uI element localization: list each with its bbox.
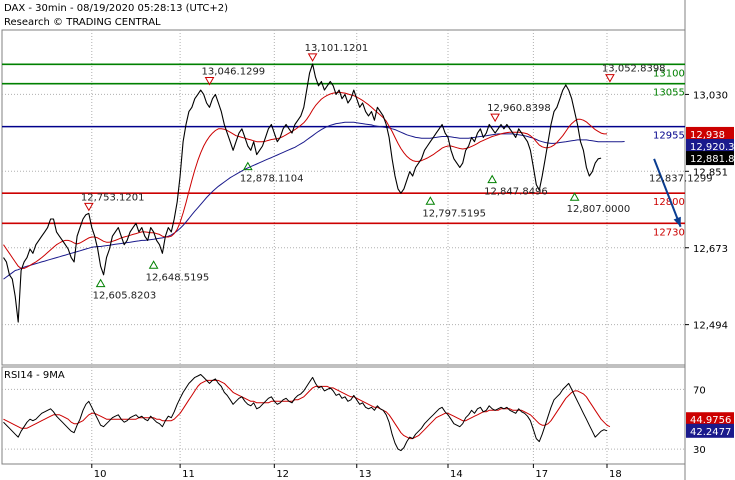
level-label-13055: 13055 [653, 88, 685, 99]
price-tick-label: 12,494 [693, 321, 728, 332]
price-tag-2-text: 12,881.8 [690, 154, 735, 165]
annotation-label: 12,960.8398 [487, 103, 551, 114]
annotation-label: 12,837.1299 [649, 173, 713, 184]
x-tick-label: 13 [359, 469, 372, 480]
price-tick-label: 13,030 [693, 90, 728, 101]
level-lines: 13100 13055 12955 12800 12730 [2, 63, 685, 238]
rsi-tag-0-bg [686, 412, 734, 427]
peak-marker [307, 53, 318, 62]
annotations: 13,046.1299 13,101.1201 13,052.8398 12,960.… [81, 43, 713, 302]
price-tag-2: 12,881.8 [686, 151, 735, 166]
peak-marker [605, 74, 615, 83]
annotation-label: 12,648.5195 [146, 272, 210, 283]
price-tag-2-bg [686, 151, 734, 166]
rsi-tag-1: 42.2477 [686, 423, 734, 438]
rsi-title: RSI14 - 9MA [4, 370, 65, 381]
x-tick-label: 14 [450, 469, 463, 480]
level-label-12800: 12800 [653, 197, 685, 208]
x-tick-label: 18 [609, 469, 622, 480]
price-tag-0-text: 12,938 [690, 130, 725, 141]
annotation-label: 12,605.8203 [93, 291, 157, 302]
rsi-tag-0: 44.9756 [686, 412, 734, 427]
rsi-tick-label: 30 [693, 445, 706, 456]
rsi-line [3, 374, 608, 452]
rsi-tag-0-text: 44.9756 [690, 415, 731, 426]
price-tag-1-bg [686, 138, 734, 153]
annotation-label: 13,052.8398 [602, 64, 666, 75]
level-label-12955: 12955 [653, 131, 685, 142]
trough-marker [487, 174, 498, 184]
x-tick-label: 12 [276, 469, 289, 480]
level-label-12730: 12730 [653, 227, 685, 238]
annotation-label: 13,046.1299 [202, 66, 266, 77]
annotation-label: 13,101.1201 [305, 43, 369, 54]
annotation-label: 12,797.5195 [422, 208, 486, 219]
x-tick-label: 17 [535, 469, 548, 480]
x-tick-label: 10 [94, 469, 107, 480]
price-ma-slow-line [3, 121, 625, 280]
x-tick-label: 11 [182, 469, 195, 480]
annotation-label: 12,753.1201 [81, 192, 145, 203]
forecast-arrow-shaft [653, 158, 682, 228]
price-tag-1: 12,920.3 [686, 138, 735, 153]
trough-marker [569, 192, 580, 201]
price-tag-1-text: 12,920.3 [690, 142, 735, 153]
level-label-13100: 13100 [653, 68, 685, 79]
annotation-label: 12,807.0000 [567, 204, 631, 215]
trough-marker [148, 260, 159, 269]
trough-marker [425, 196, 436, 205]
rsi-tag-1-bg [686, 423, 734, 438]
series-lines [3, 63, 682, 452]
price-tick-label: 12,851 [693, 167, 728, 178]
trough-marker [95, 278, 106, 288]
forecast-arrow-head [673, 216, 681, 227]
chart-source: Research © TRADING CENTRAL [4, 17, 161, 28]
price-line [3, 63, 602, 323]
axis-ticks: 13,030 12,851 12,673 12,494 70 30 10 11 12 13 14 17… [91, 90, 728, 480]
trough-marker [242, 161, 253, 171]
rsi-tick-label: 70 [693, 385, 706, 396]
annotation-label: 12,878.1104 [240, 174, 304, 185]
peak-marker [204, 76, 215, 86]
chart-title: DAX - 30min - 08/19/2020 05:28:13 (UTC+2… [4, 3, 228, 14]
price-tag-0: 12,938 [686, 126, 734, 141]
peak-marker [490, 113, 500, 123]
price-tag-0-bg [686, 126, 734, 141]
annotation-label: 12,847.8496 [484, 187, 548, 198]
price-tick-label: 12,673 [693, 244, 728, 255]
chart-frame [1, 0, 686, 480]
peak-marker [83, 202, 94, 212]
rsi-tag-1-text: 42.2477 [690, 427, 731, 438]
price-ma-fast-line [3, 91, 607, 269]
